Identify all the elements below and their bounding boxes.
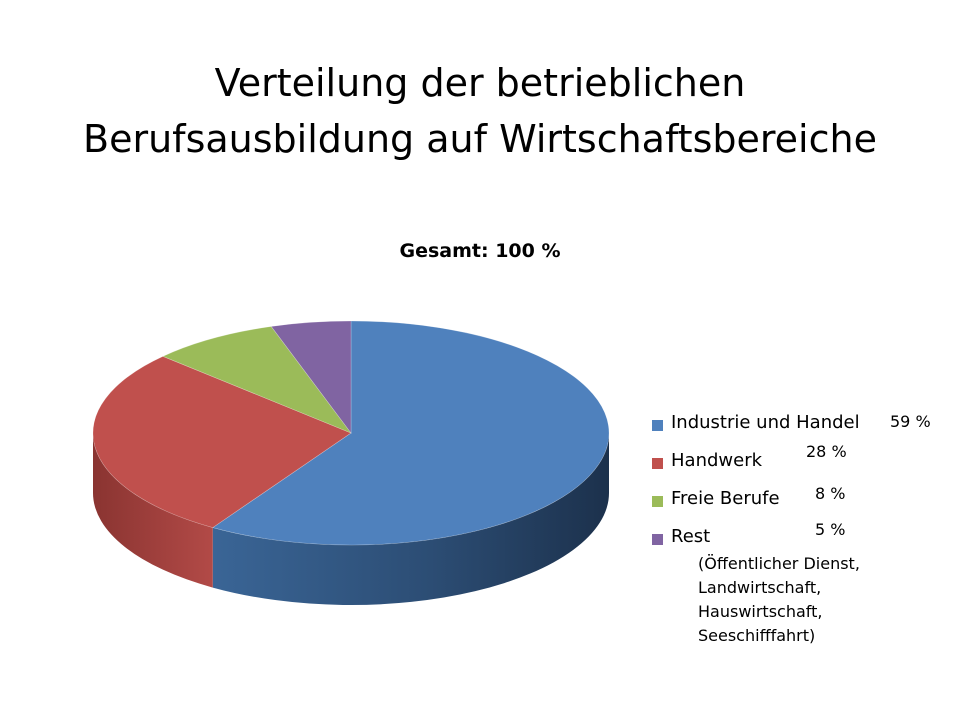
pie-slice-side-handwerk	[93, 433, 213, 588]
pie-slice-rest	[270, 320, 352, 434]
pie-slice-side-industrie-und-handel	[212, 433, 609, 605]
legend-item-industrie-und-handel: Industrie und Handel 59 %	[652, 410, 952, 440]
legend-item-rest: Rest 5 %	[652, 520, 952, 554]
legend-item-handwerk: Handwerk 28 %	[652, 442, 952, 478]
legend-swatch	[652, 420, 663, 431]
legend-item-freie-berufe: Freie Berufe 8 %	[652, 484, 952, 516]
legend-note-rest: (Öffentlicher Dienst, Landwirtschaft, Ha…	[698, 552, 860, 648]
legend-note-line: Landwirtschaft,	[698, 578, 822, 597]
legend-label: Handwerk	[671, 450, 763, 471]
pie-slice-handwerk	[92, 356, 352, 528]
legend-swatch	[652, 458, 663, 469]
chart-title: Gesamt: 100 %	[399, 240, 561, 262]
legend-note-line: Seeschifffahrt)	[698, 626, 816, 645]
legend-swatch	[652, 496, 663, 507]
slide-title: Verteilung der betrieblichen Berufsausbi…	[40, 55, 920, 167]
data-label-rest: 5 %	[815, 520, 846, 539]
pie-slice-freie-berufe	[162, 326, 352, 434]
legend-note-line: Hauswirtschaft,	[698, 602, 823, 621]
legend-label: Freie Berufe	[671, 488, 780, 509]
data-label-freie-berufe: 8 %	[815, 484, 846, 503]
legend-note-line: (Öffentlicher Dienst,	[698, 554, 860, 573]
slide-title-line-2: Berufsausbildung auf Wirtschaftsbereiche	[83, 117, 877, 161]
pie-slice-industrie-und-handel	[212, 320, 610, 546]
legend-swatch	[652, 534, 663, 545]
data-label-industrie-und-handel: 59 %	[890, 412, 931, 431]
data-label-handwerk: 28 %	[806, 442, 847, 461]
legend-label: Industrie und Handel	[671, 412, 860, 433]
legend-label: Rest	[671, 526, 711, 547]
slide-title-line-1: Verteilung der betrieblichen	[214, 61, 746, 105]
